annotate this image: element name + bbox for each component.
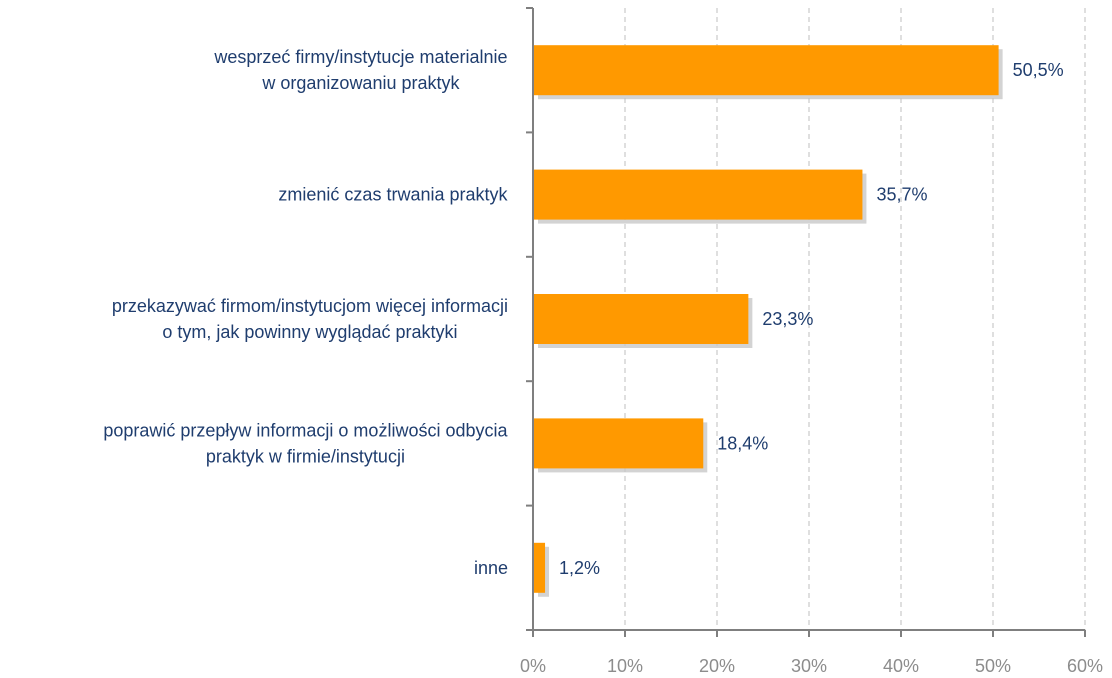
x-tick-label: 30% (791, 656, 827, 676)
category-label: inne (474, 558, 508, 578)
x-tick-label: 10% (607, 656, 643, 676)
value-label: 18,4% (717, 433, 768, 453)
labels: 50,5% wesprzeć firmy/instytucje materialn… (103, 47, 1103, 676)
bar (534, 418, 704, 469)
value-label: 23,3% (762, 309, 813, 329)
axes (526, 7, 1086, 637)
bar (534, 542, 546, 593)
bar (534, 294, 749, 344)
x-tick-label: 0% (520, 656, 546, 676)
bars (534, 45, 1003, 597)
x-tick-label: 60% (1067, 656, 1103, 676)
x-tick-label: 20% (699, 656, 735, 676)
x-tick-label: 40% (883, 656, 919, 676)
bar (534, 169, 863, 220)
category-label: poprawić przepływ informacji o możliwośc… (103, 420, 508, 466)
category-label: wesprzeć firmy/instytucje materialnie w o… (213, 47, 507, 93)
value-label: 35,7% (876, 185, 927, 205)
value-label: 1,2% (559, 558, 600, 578)
x-tick-label: 50% (975, 656, 1011, 676)
category-label: przekazywać firmom/instytucjom więcej in… (112, 296, 508, 342)
value-label: 50,5% (1013, 60, 1064, 80)
category-label: zmienić czas trwania praktyk (278, 185, 508, 205)
bar (534, 45, 999, 96)
